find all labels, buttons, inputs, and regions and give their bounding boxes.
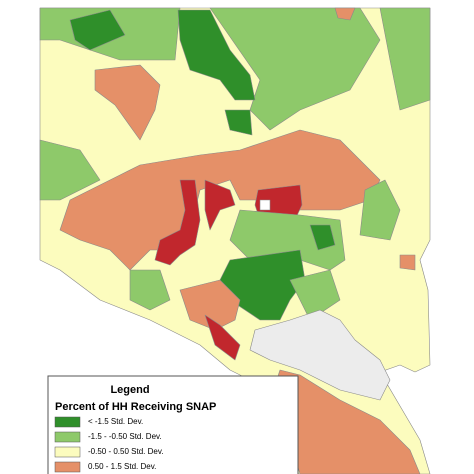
map-region [309, 224, 336, 251]
map-region [154, 179, 201, 266]
map-region [379, 7, 431, 111]
map-region [289, 269, 341, 321]
map-region [177, 9, 256, 101]
legend: Legend Percent of HH Receiving SNAP < -1… [47, 375, 299, 474]
map-region [129, 269, 171, 311]
legend-swatch [54, 446, 81, 458]
map-region [259, 199, 271, 211]
map-region [94, 64, 161, 141]
legend-label: 0.50 - 1.5 Std. Dev. [88, 462, 156, 471]
map-region [249, 309, 391, 401]
map-region [209, 7, 381, 131]
legend-title: Percent of HH Receiving SNAP [55, 401, 216, 413]
map-region [359, 179, 401, 241]
map-region [334, 7, 356, 21]
legend-swatch [54, 461, 81, 473]
map-region [204, 179, 236, 231]
map-region [204, 314, 241, 361]
legend-swatch [54, 431, 81, 443]
map-region [224, 109, 253, 136]
legend-label: -1.5 - -0.50 Std. Dev. [88, 432, 162, 441]
map-region [69, 9, 126, 51]
map-region [399, 254, 416, 271]
legend-heading: Legend [110, 384, 149, 396]
map-region [59, 129, 381, 271]
map-region [39, 139, 101, 201]
legend-label: -0.50 - 0.50 Std. Dev. [88, 447, 163, 456]
legend-swatch [54, 416, 81, 428]
legend-label: < -1.5 Std. Dev. [88, 417, 143, 426]
legend-box [47, 375, 299, 474]
choropleth-map [39, 7, 431, 474]
map-region [179, 279, 241, 331]
